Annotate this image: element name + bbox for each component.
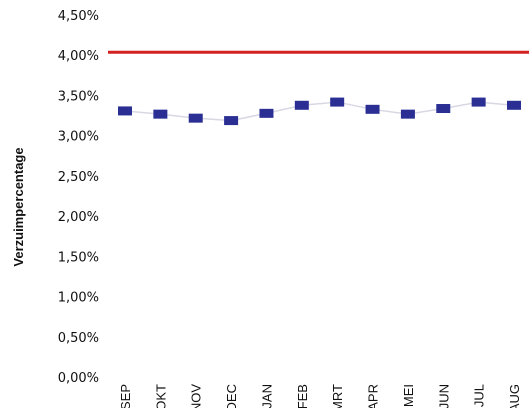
- x-tick-label: MEI: [401, 384, 416, 407]
- x-tick-label: AUG: [507, 384, 522, 408]
- x-tick-label: FEB: [295, 384, 310, 408]
- y-axis-title: Verzuimpercentage: [11, 147, 26, 266]
- y-tick-label: 0,00%: [58, 371, 99, 386]
- x-tick-label: APR: [366, 384, 381, 408]
- x-tick-label: JUN: [436, 384, 451, 408]
- data-point-marker: [471, 97, 486, 107]
- y-tick-label: 3,50%: [58, 89, 99, 104]
- data-point-marker: [436, 104, 451, 114]
- y-tick-label: 1,00%: [58, 291, 99, 306]
- series-layer: [118, 97, 521, 126]
- y-tick-label: 2,00%: [58, 210, 99, 225]
- x-tick-label: MRT: [330, 384, 345, 408]
- data-point-marker: [153, 109, 168, 119]
- y-tick-label: 3,00%: [58, 130, 99, 145]
- y-tick-label: 0,50%: [58, 331, 99, 346]
- y-tick-label: 4,50%: [58, 9, 99, 24]
- x-tick-label: OKT: [153, 384, 168, 408]
- data-point-marker: [259, 108, 274, 118]
- y-tick-label: 4,00%: [58, 49, 99, 64]
- x-tick-label: DEC: [224, 384, 239, 408]
- data-point-marker: [400, 109, 415, 119]
- x-tick-label: JAN: [259, 384, 274, 408]
- data-point-marker: [330, 97, 345, 107]
- data-point-marker: [118, 106, 132, 116]
- y-axis-ticks: 0,00% 0,50% 1,00% 1,50% 2,00% 2,50% 3,00% 3,50%…: [58, 9, 99, 386]
- x-tick-label: NOV: [189, 384, 204, 408]
- data-point-marker: [294, 100, 309, 110]
- x-tick-label: JUL: [472, 384, 487, 407]
- data-point-marker: [507, 100, 521, 110]
- y-tick-label: 1,50%: [58, 250, 99, 265]
- x-tick-label: SEP: [118, 384, 133, 408]
- y-tick-label: 2,50%: [58, 170, 99, 185]
- series-line: [124, 101, 515, 122]
- data-point-marker: [224, 116, 239, 126]
- data-point-marker: [365, 104, 380, 114]
- x-axis-ticks: SEP OKT NOV DEC JAN FEB MRT APR MEI JUN JUL AUG: [118, 384, 522, 408]
- data-point-marker: [188, 113, 203, 123]
